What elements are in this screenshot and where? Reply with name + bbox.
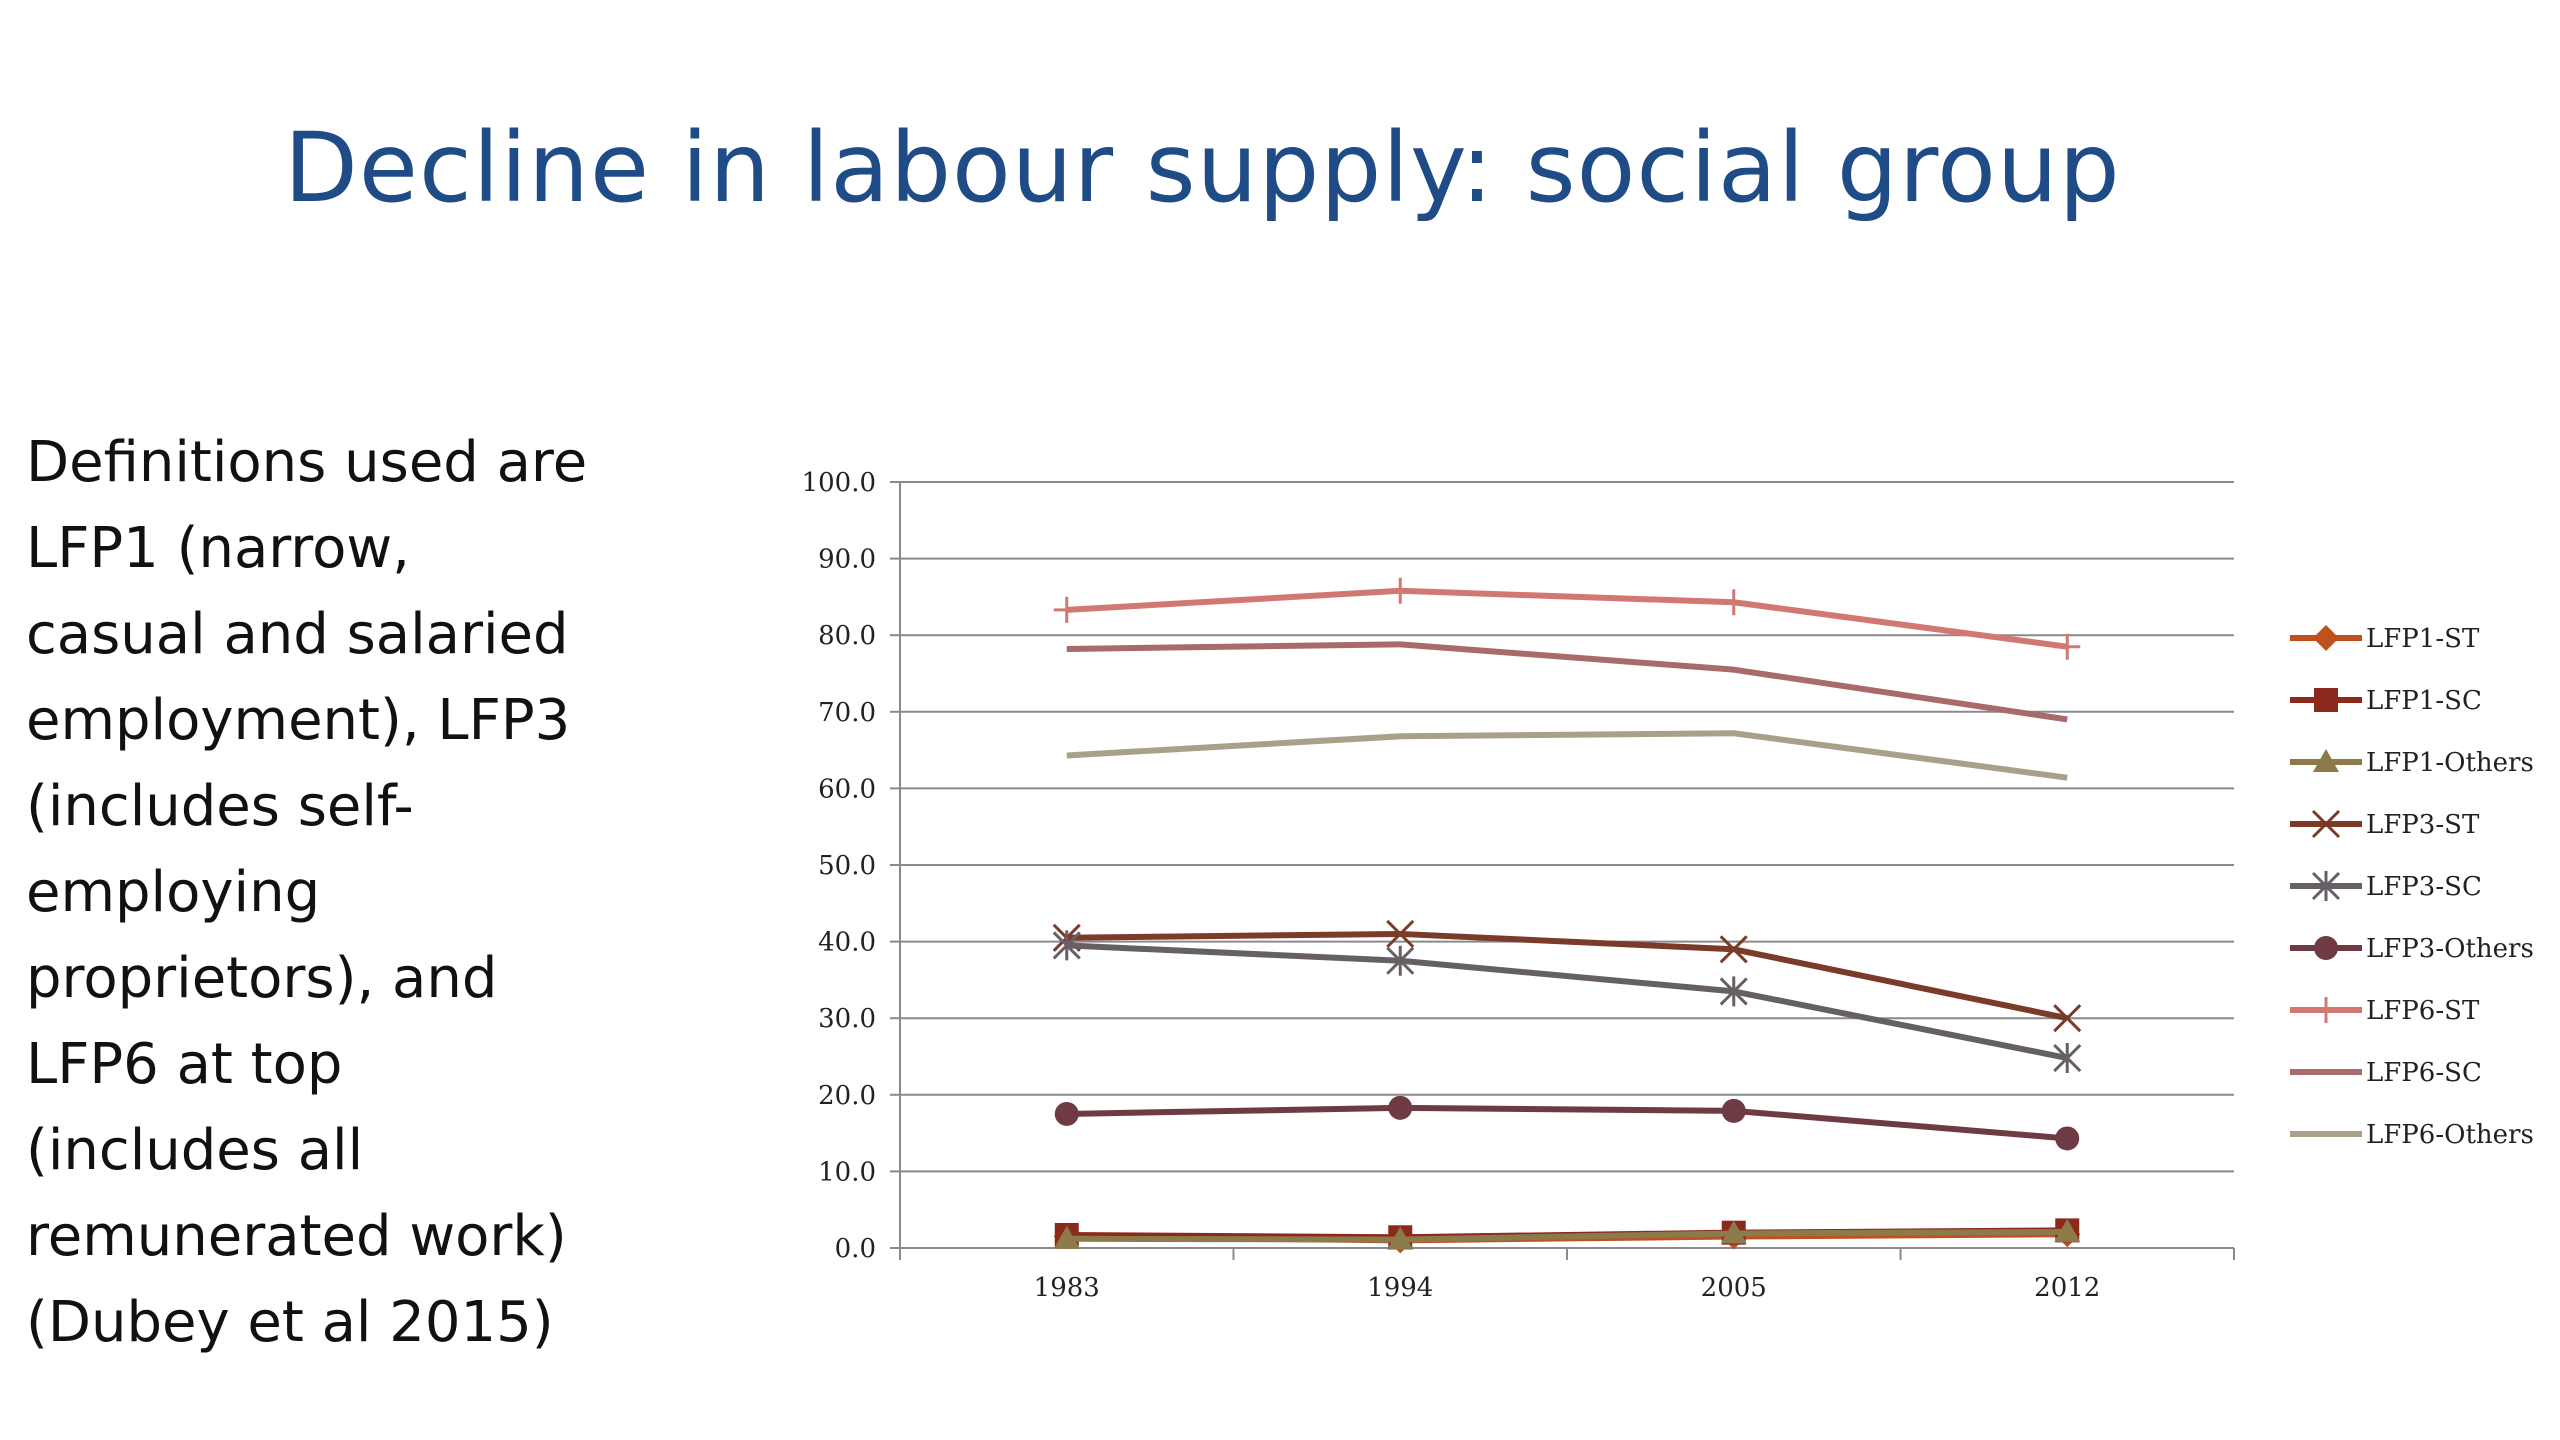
legend-marker: [2314, 688, 2338, 712]
legend-marker: [2313, 749, 2339, 772]
body-text-line: LFP1 (narrow,: [26, 516, 410, 581]
series-marker: [2054, 1218, 2081, 1242]
legend-label: LFP3-SC: [2366, 872, 2482, 902]
x-tick-label: 2005: [1701, 1273, 1767, 1303]
y-tick-label: 50.0: [818, 851, 876, 881]
series-marker: [2053, 1004, 2082, 1033]
body-text-line: (Dubey et al 2015): [26, 1290, 554, 1355]
series-line: [1066, 1228, 2068, 1243]
y-tick-label: 60.0: [818, 774, 876, 804]
legend-label: LFP6-SC: [2366, 1058, 2482, 1088]
series-marker: [2055, 1126, 2080, 1151]
y-tick-label: 30.0: [818, 1004, 876, 1034]
legend-label: LFP6-Others: [2366, 1120, 2534, 1150]
y-tick-label: 70.0: [818, 698, 876, 728]
legend-marker: [2311, 871, 2341, 901]
series-marker: [1387, 577, 1414, 604]
series-marker: [1052, 930, 1081, 961]
series-line: [1066, 587, 2068, 650]
body-text-line: (includes all: [26, 1118, 364, 1183]
y-tick-label: 40.0: [818, 928, 876, 958]
series-marker: [2053, 1043, 2082, 1074]
series-line: [1066, 1104, 2068, 1142]
series-marker: [1719, 935, 1748, 964]
body-text-line: employing: [26, 860, 321, 925]
x-tick-label: 1983: [1034, 1273, 1100, 1303]
legend-label: LFP1-Others: [2366, 748, 2534, 778]
series-marker: [1054, 1101, 1079, 1126]
legend-label: LFP3-ST: [2366, 810, 2480, 840]
series-marker: [1719, 976, 1748, 1007]
slide-title: Decline in labour supply: social group: [284, 112, 2121, 224]
body-text-line: proprietors), and: [26, 946, 498, 1011]
body-text-line: remunerated work): [26, 1204, 567, 1269]
series-marker: [1387, 1226, 1414, 1250]
series-marker: [1721, 1098, 1746, 1123]
series-marker: [1053, 596, 1080, 623]
series-marker: [1386, 919, 1415, 949]
x-tick-label: 1994: [1367, 1273, 1433, 1303]
y-tick-label: 90.0: [818, 545, 876, 575]
series-line: [1066, 730, 2068, 781]
legend-marker: [2311, 809, 2341, 839]
legend-label: LFP1-ST: [2366, 624, 2480, 654]
y-tick-label: 20.0: [818, 1081, 876, 1111]
series-marker: [1053, 1225, 1080, 1249]
legend-marker: [2313, 625, 2339, 651]
y-tick-label: 80.0: [818, 621, 876, 651]
y-tick-label: 10.0: [818, 1157, 876, 1187]
body-text-line: LFP6 at top: [26, 1032, 343, 1097]
body-text-line: Definitions used are: [26, 430, 588, 495]
legend-label: LFP6-ST: [2366, 996, 2480, 1026]
legend-label: LFP1-SC: [2366, 686, 2482, 716]
series-marker: [2054, 633, 2081, 660]
x-tick-label: 2012: [2034, 1273, 2100, 1303]
series-marker: [1388, 1095, 1413, 1120]
series-line: [1066, 942, 2068, 1061]
series-marker: [1386, 945, 1415, 976]
series-marker: [1720, 1220, 1747, 1244]
series-marker: [1720, 589, 1747, 616]
body-text-line: casual and salaried: [26, 602, 569, 667]
legend-marker: [2314, 936, 2338, 960]
legend-label: LFP3-Others: [2366, 934, 2534, 964]
y-tick-label: 100.0: [802, 468, 876, 498]
body-text-line: (includes self-: [26, 774, 414, 839]
series-line: [1066, 641, 2068, 723]
y-tick-label: 0.0: [835, 1234, 876, 1264]
series-line: [1066, 930, 2068, 1022]
body-text: Definitions used are LFP1 (narrow, casual …: [26, 420, 726, 1366]
legend-marker: [2313, 997, 2339, 1023]
body-text-line: employment), LFP3: [26, 688, 571, 753]
